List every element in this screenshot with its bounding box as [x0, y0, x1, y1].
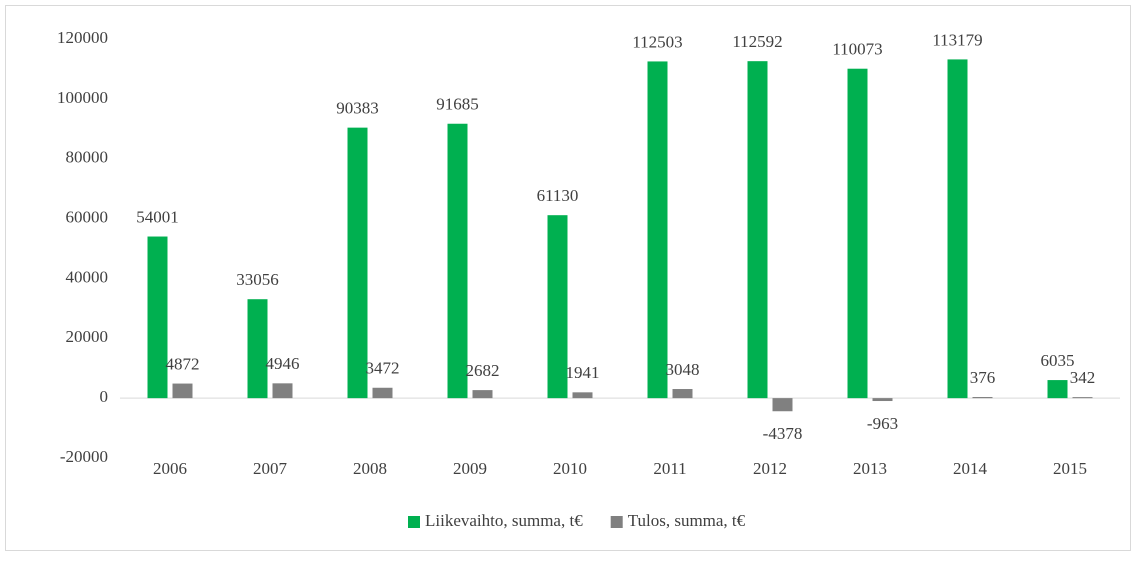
bar	[347, 127, 368, 399]
legend-label: Tulos, summa, t€	[628, 511, 746, 530]
data-label: -963	[867, 414, 898, 433]
bar	[1072, 397, 1093, 399]
y-tick-label: 40000	[66, 267, 109, 286]
x-tick-label: 2009	[453, 459, 487, 478]
data-label: 376	[970, 368, 996, 387]
x-tick-label: 2011	[653, 459, 686, 478]
x-tick-label: 2012	[753, 459, 787, 478]
bar	[472, 390, 493, 399]
bar	[772, 398, 793, 412]
x-tick-label: 2006	[153, 459, 187, 478]
data-label: 54001	[136, 207, 179, 226]
data-label: 110073	[832, 40, 882, 59]
bar	[272, 383, 293, 399]
legend-swatch	[610, 516, 623, 528]
data-label: 90383	[336, 99, 379, 118]
x-tick-label: 2007	[253, 459, 288, 478]
bar	[547, 215, 568, 399]
data-label: 6035	[1041, 351, 1075, 370]
data-label: 33056	[236, 270, 279, 289]
data-label: 112503	[632, 32, 682, 51]
data-label: -4378	[763, 424, 803, 443]
data-label: 113179	[932, 30, 982, 49]
data-label: 112592	[732, 32, 782, 51]
bar	[247, 299, 268, 399]
bar	[572, 392, 593, 399]
y-tick-label: 120000	[57, 28, 108, 47]
bar	[647, 61, 668, 399]
bar	[947, 59, 968, 399]
y-tick-label: 60000	[66, 207, 109, 226]
data-label: 61130	[537, 186, 579, 205]
bar	[872, 398, 893, 402]
data-label: 4946	[266, 354, 300, 373]
x-tick-label: 2014	[953, 459, 988, 478]
legend-swatch	[408, 516, 420, 528]
x-tick-label: 2013	[853, 459, 887, 478]
bar	[847, 68, 868, 399]
legend-label: Liikevaihto, summa, t€	[425, 511, 583, 530]
bar	[447, 123, 468, 399]
y-tick-label: 80000	[66, 148, 109, 167]
bar	[747, 61, 768, 399]
bar	[172, 383, 193, 399]
y-tick-label: 20000	[66, 327, 109, 346]
bar	[1047, 380, 1068, 399]
bar	[147, 236, 168, 399]
data-label: 91685	[436, 95, 479, 114]
data-label: 3048	[666, 360, 700, 379]
y-tick-label: 100000	[57, 88, 108, 107]
data-label: 3472	[366, 359, 400, 378]
data-label: 4872	[166, 354, 200, 373]
data-label: 2682	[466, 361, 500, 380]
y-tick-label: 0	[100, 387, 109, 406]
bar	[372, 387, 393, 399]
data-label: 342	[1070, 368, 1096, 387]
x-tick-label: 2008	[353, 459, 387, 478]
y-tick-label: -20000	[60, 447, 108, 466]
bar	[672, 389, 693, 399]
bar	[972, 397, 993, 399]
x-tick-label: 2010	[553, 459, 587, 478]
x-tick-label: 2015	[1053, 459, 1087, 478]
data-label: 1941	[566, 363, 600, 382]
chart-border	[5, 5, 1131, 551]
